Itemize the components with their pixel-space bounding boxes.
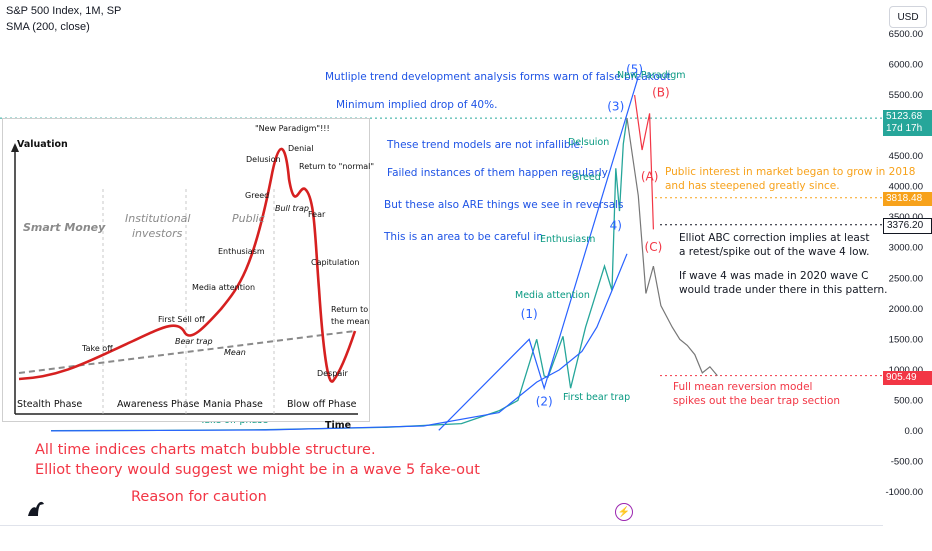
note-failed-instances: Failed instances of them happen regularl… bbox=[387, 167, 608, 179]
y-tick-label: -500.00 bbox=[891, 456, 923, 467]
inset-greed: Greed bbox=[245, 191, 270, 200]
note-abc-2: a retest/spike out of the wave 4 low. bbox=[679, 246, 870, 258]
note-false-breakout: Mutliple trend development analysis form… bbox=[325, 71, 671, 83]
y-tick-label: 6500.00 bbox=[889, 29, 923, 40]
inset-return-mean-1: Return to bbox=[331, 305, 369, 314]
note-wave4-1: If wave 4 was made in 2020 wave C bbox=[679, 270, 869, 282]
price-tag-black: 3376.20 bbox=[883, 218, 932, 234]
inset-first-sell-off: First Sell off bbox=[158, 315, 205, 324]
note-public-interest-1: Public interest in market began to grow … bbox=[665, 166, 916, 178]
y-tick-label: 6000.00 bbox=[889, 60, 923, 71]
y-tick-label: 2500.00 bbox=[889, 273, 923, 284]
note-min-drop: Minimum implied drop of 40%. bbox=[336, 99, 498, 111]
inset-delusion: Delusion bbox=[246, 155, 281, 164]
inset-bull-trap: Bull trap bbox=[275, 204, 309, 213]
y-tick-label: 1000.00 bbox=[889, 365, 923, 376]
projection-path bbox=[626, 118, 718, 377]
y-tick-label: 5500.00 bbox=[889, 90, 923, 101]
inset-new-paradigm: "New Paradigm"!!! bbox=[255, 124, 330, 133]
inset-denial: Denial bbox=[288, 144, 314, 153]
inset-phase-blowoff: Blow off Phase bbox=[287, 399, 357, 410]
inset-enthusiasm: Enthusiasm bbox=[218, 247, 265, 256]
currency-button[interactable]: USD bbox=[889, 6, 927, 28]
note-wave5-fakeout: Elliot theory would suggest we might be … bbox=[35, 462, 480, 478]
y-tick-label: -1000.00 bbox=[885, 487, 923, 498]
price-tag-last-value: 5123.68 bbox=[886, 111, 923, 122]
price-tag-red: 905.49 bbox=[883, 371, 932, 385]
note-mean-reversion-2: spikes out the bear trap section bbox=[673, 395, 841, 407]
elliott-wave-label: 4) bbox=[610, 218, 622, 232]
note-not-infallible: These trend models are not infallible. bbox=[387, 139, 584, 151]
note-bubble-structure: All time indices charts match bubble str… bbox=[35, 442, 376, 458]
inset-take-off: Take off bbox=[82, 344, 113, 353]
elliott-wave-label: (5) bbox=[626, 63, 643, 77]
trend-drawing-line[interactable] bbox=[438, 76, 639, 431]
inset-public: Public bbox=[232, 212, 265, 225]
inset-despair: Despair bbox=[317, 369, 348, 378]
bubble-curve bbox=[18, 147, 357, 383]
label-enthusiasm: Enthusiasm bbox=[540, 234, 596, 245]
inset-valuation-label: Valuation bbox=[17, 139, 68, 150]
inset-investors: investors bbox=[132, 227, 183, 240]
note-public-interest-2: and has steepened greatly since. bbox=[665, 180, 840, 192]
inset-fear: Fear bbox=[308, 210, 326, 219]
label-media-attention: Media attention bbox=[515, 290, 590, 301]
indicator-legend[interactable]: SMA (200, close) bbox=[6, 21, 90, 33]
bubble-phases-image: Valuation Time Smart Money Institutional… bbox=[2, 118, 374, 431]
inset-return-normal: Return to "normal" bbox=[299, 162, 375, 171]
note-mean-reversion-1: Full mean reversion model bbox=[673, 381, 813, 393]
abc-correction-path[interactable] bbox=[634, 95, 654, 230]
y-tick-label: 3500.00 bbox=[889, 212, 923, 223]
inset-bear-trap: Bear trap bbox=[175, 337, 213, 346]
elliott-wave-label: (A) bbox=[641, 170, 659, 184]
price-tag-countdown: 17d 17h bbox=[886, 123, 923, 134]
price-tag-last: 5123.68 17d 17h bbox=[883, 110, 932, 136]
label-greed: Greed bbox=[572, 172, 601, 183]
y-tick-label: 0.00 bbox=[905, 426, 924, 437]
note-wave4-2: would trade under there in this pattern. bbox=[679, 284, 888, 296]
y-tick-label: 4500.00 bbox=[889, 151, 923, 162]
price-tag-orange: 3818.48 bbox=[883, 192, 932, 206]
mean-line bbox=[18, 330, 356, 374]
inset-phase-mania: Mania Phase bbox=[203, 399, 263, 410]
inset-capitulation: Capitulation bbox=[311, 258, 360, 267]
time-axis[interactable] bbox=[0, 525, 883, 551]
note-reversals: But these also ARE things we see in reve… bbox=[384, 199, 624, 211]
elliott-wave-label: (C) bbox=[645, 240, 663, 254]
label-delusion: Delsuion bbox=[568, 137, 610, 148]
inset-return-mean-2: the mean bbox=[331, 317, 370, 326]
y-tick-label: 500.00 bbox=[894, 395, 923, 406]
y-tick-label: 2000.00 bbox=[889, 304, 923, 315]
elliott-wave-label: (2) bbox=[536, 394, 553, 408]
elliott-wave-label: (B) bbox=[652, 85, 670, 99]
inset-smart-money: Smart Money bbox=[23, 221, 106, 234]
y-tick-label: 3000.00 bbox=[889, 243, 923, 254]
label-first-bear-trap: First bear trap bbox=[563, 392, 631, 403]
symbol-title[interactable]: S&P 500 Index, 1M, SP bbox=[6, 5, 122, 17]
note-careful: This is an area to be careful in bbox=[384, 231, 543, 243]
y-tick-label: 4000.00 bbox=[889, 182, 923, 193]
note-reason-for-caution: Reason for caution bbox=[131, 489, 267, 505]
inset-time-label: Time bbox=[325, 420, 352, 431]
inset-phase-stealth: Stealth Phase bbox=[17, 399, 83, 410]
elliott-wave-label: (3) bbox=[607, 99, 624, 113]
tradingview-logo-icon[interactable] bbox=[26, 498, 48, 518]
label-new-paradigm: New Paradigm bbox=[617, 70, 686, 81]
bubble-phases-diagram bbox=[11, 143, 358, 415]
lightning-icon[interactable]: ⚡ bbox=[615, 503, 633, 521]
inset-media-attention: Media attention bbox=[192, 283, 256, 292]
inset-institutional: Institutional bbox=[125, 212, 191, 225]
inset-phase-awareness: Awareness Phase bbox=[117, 399, 200, 410]
y-tick-label: 1500.00 bbox=[889, 334, 923, 345]
note-abc-1: Elliot ABC correction implies at least bbox=[679, 232, 870, 244]
elliott-wave-label: (1) bbox=[521, 307, 538, 321]
inset-mean: Mean bbox=[224, 348, 246, 357]
